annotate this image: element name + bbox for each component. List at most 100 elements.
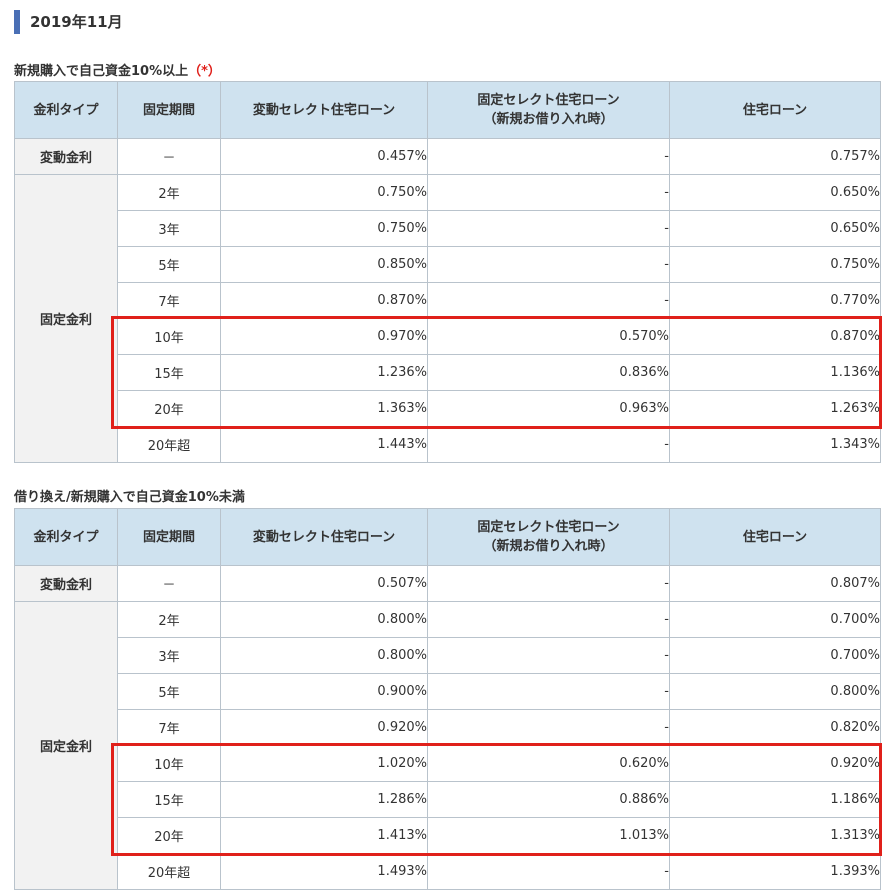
hensel-rate: 0.800%	[220, 637, 428, 674]
section1-caption-text: 新規購入で自己資金10%以上	[14, 64, 189, 79]
table-row: 7年 0.920% - 0.820%	[15, 709, 881, 746]
period-cell: 2年	[117, 174, 221, 211]
type-fixed: 固定金利	[14, 174, 118, 463]
header-fixsel-line1: 固定セレクト住宅ローン	[477, 93, 620, 108]
loan-rate: 1.136%	[669, 354, 881, 391]
hensel-rate: 1.413%	[220, 817, 428, 854]
table-row: 変動金利 － 0.507% - 0.807%	[14, 565, 881, 602]
loan-rate: 1.393%	[669, 853, 881, 890]
hensel-rate: 0.920%	[220, 709, 428, 746]
table-row: 15年 1.236% 0.836% 1.136%	[15, 354, 881, 391]
period-cell: 20年超	[117, 426, 221, 463]
rate-table-1: 金利タイプ 固定期間 変動セレクト住宅ローン 固定セレクト住宅ローン （新規お借…	[14, 81, 881, 463]
hensel-rate: 1.020%	[220, 745, 428, 782]
loan-rate: 0.700%	[669, 637, 881, 674]
fixsel-rate: 0.886%	[427, 781, 670, 818]
hensel-rate: 0.507%	[220, 565, 428, 602]
hensel-rate: 0.900%	[220, 673, 428, 710]
period-cell: 3年	[117, 637, 221, 674]
fixsel-rate: -	[427, 601, 670, 638]
rate-table-2: 金利タイプ 固定期間 変動セレクト住宅ローン 固定セレクト住宅ローン （新規お借…	[14, 508, 881, 890]
type-variable: 変動金利	[14, 138, 118, 175]
fixsel-rate: -	[427, 637, 670, 674]
period-cell: 7年	[117, 709, 221, 746]
loan-rate: 1.186%	[669, 781, 881, 818]
loan-rate: 0.650%	[669, 174, 881, 211]
hensel-rate: 0.750%	[220, 174, 428, 211]
period-cell: 10年	[117, 318, 221, 355]
table-row: 15年 1.286% 0.886% 1.186%	[15, 781, 881, 818]
period-cell: －	[117, 138, 221, 175]
header-fixsel: 固定セレクト住宅ローン （新規お借り入れ時）	[427, 508, 670, 566]
fixsel-rate: -	[427, 853, 670, 890]
hensel-rate: 0.457%	[220, 138, 428, 175]
header-fixsel-line2: （新規お借り入れ時）	[483, 112, 614, 127]
period-cell: 15年	[117, 354, 221, 391]
fixsel-rate: 0.963%	[427, 390, 670, 427]
header-fixsel: 固定セレクト住宅ローン （新規お借り入れ時）	[427, 81, 670, 139]
hensel-rate: 0.970%	[220, 318, 428, 355]
header-loan: 住宅ローン	[669, 508, 881, 566]
hensel-rate: 0.800%	[220, 601, 428, 638]
fixsel-rate: 0.570%	[427, 318, 670, 355]
table-header-row: 金利タイプ 固定期間 変動セレクト住宅ローン 固定セレクト住宅ローン （新規お借…	[14, 81, 881, 139]
footnote-mark: （*）	[188, 64, 221, 79]
loan-rate: 1.313%	[669, 817, 881, 854]
table-row: 20年 1.363% 0.963% 1.263%	[15, 390, 881, 427]
header-fixsel-line2: （新規お借り入れ時）	[483, 539, 614, 554]
loan-rate: 0.750%	[669, 246, 881, 283]
loan-rate: 0.870%	[669, 318, 881, 355]
loan-rate: 1.263%	[669, 390, 881, 427]
table-row: 5年 0.850% - 0.750%	[15, 246, 881, 283]
fixsel-rate: -	[427, 426, 670, 463]
table-row: 7年 0.870% - 0.770%	[15, 282, 881, 319]
header-hensel: 変動セレクト住宅ローン	[220, 81, 428, 139]
period-cell: 5年	[117, 246, 221, 283]
period-cell: 7年	[117, 282, 221, 319]
header-period: 固定期間	[117, 81, 221, 139]
loan-rate: 0.820%	[669, 709, 881, 746]
loan-rate: 0.650%	[669, 210, 881, 247]
period-cell: 20年超	[117, 853, 221, 890]
header-period: 固定期間	[117, 508, 221, 566]
fixsel-rate: -	[427, 709, 670, 746]
period-cell: 2年	[117, 601, 221, 638]
period-cell: 15年	[117, 781, 221, 818]
fixsel-rate: -	[427, 673, 670, 710]
table-row: 固定金利 2年 0.750% - 0.650%	[14, 174, 881, 463]
table-row: 10年 0.970% 0.570% 0.870%	[15, 318, 881, 355]
fixsel-rate: 0.836%	[427, 354, 670, 391]
fixsel-rate: -	[427, 565, 670, 602]
period-cell: 10年	[117, 745, 221, 782]
table-row: 3年 0.800% - 0.700%	[15, 637, 881, 674]
page-title: 2019年11月	[14, 10, 123, 34]
hensel-rate: 1.363%	[220, 390, 428, 427]
fixsel-rate: -	[427, 282, 670, 319]
table-row: 20年 1.413% 1.013% 1.313%	[15, 817, 881, 854]
table-header-row: 金利タイプ 固定期間 変動セレクト住宅ローン 固定セレクト住宅ローン （新規お借…	[14, 508, 881, 566]
loan-rate: 0.770%	[669, 282, 881, 319]
header-type: 金利タイプ	[14, 508, 118, 566]
period-cell: 20年	[117, 817, 221, 854]
header-loan: 住宅ローン	[669, 81, 881, 139]
header-type: 金利タイプ	[14, 81, 118, 139]
table-row: 20年超 1.443% - 1.343%	[15, 426, 881, 463]
table-row: 変動金利 － 0.457% - 0.757%	[14, 138, 881, 175]
fixsel-rate: -	[427, 246, 670, 283]
fixsel-rate: 0.620%	[427, 745, 670, 782]
table-row: 3年 0.750% - 0.650%	[15, 210, 881, 247]
header-fixsel-line1: 固定セレクト住宅ローン	[477, 520, 620, 535]
hensel-rate: 0.750%	[220, 210, 428, 247]
table-row: 10年 1.020% 0.620% 0.920%	[15, 745, 881, 782]
loan-rate: 0.807%	[669, 565, 881, 602]
hensel-rate: 0.870%	[220, 282, 428, 319]
period-cell: 20年	[117, 390, 221, 427]
loan-rate: 0.800%	[669, 673, 881, 710]
hensel-rate: 0.850%	[220, 246, 428, 283]
table-row: 20年超 1.493% - 1.393%	[15, 853, 881, 890]
fixsel-rate: -	[427, 210, 670, 247]
loan-rate: 0.757%	[669, 138, 881, 175]
hensel-rate: 1.236%	[220, 354, 428, 391]
fixsel-rate: -	[427, 174, 670, 211]
loan-rate: 1.343%	[669, 426, 881, 463]
